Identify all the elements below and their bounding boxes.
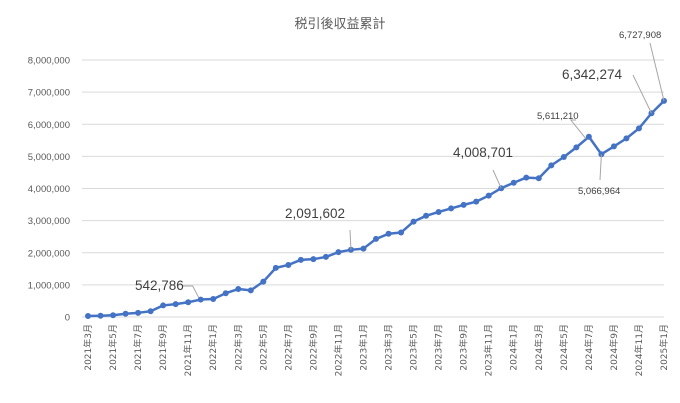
data-point bbox=[197, 296, 204, 303]
leader-line bbox=[182, 285, 200, 298]
x-tick-label: 2025年1月 bbox=[658, 324, 670, 371]
data-point bbox=[172, 301, 179, 308]
data-point bbox=[185, 299, 192, 306]
x-tick-label: 2024年1月 bbox=[508, 324, 520, 371]
y-tick-label: 4,000,000 bbox=[28, 184, 70, 195]
y-tick-label: 1,000,000 bbox=[28, 280, 70, 291]
data-label: 5,611,210 bbox=[537, 111, 579, 122]
data-label: 2,091,602 bbox=[285, 206, 345, 221]
data-point bbox=[272, 264, 279, 271]
data-point bbox=[460, 201, 467, 208]
data-label: 6,342,274 bbox=[562, 67, 623, 82]
data-point bbox=[410, 218, 417, 225]
data-point bbox=[147, 308, 154, 315]
data-label: 4,008,701 bbox=[453, 145, 513, 160]
x-tick-label: 2023年3月 bbox=[383, 324, 395, 371]
y-tick-label: 7,000,000 bbox=[28, 88, 70, 99]
leader-line bbox=[649, 42, 665, 101]
data-point bbox=[560, 154, 567, 161]
x-tick-label: 2022年9月 bbox=[307, 324, 319, 371]
x-tick-label: 2022年5月 bbox=[257, 324, 269, 371]
data-point bbox=[322, 253, 329, 260]
x-tick-label: 2022年1月 bbox=[207, 324, 219, 371]
y-tick-label: 6,000,000 bbox=[28, 120, 70, 131]
y-axis-ticks: 0 1,000,000 2,000,000 3,000,000 4,000,000 5,0… bbox=[28, 56, 70, 324]
data-point bbox=[585, 133, 592, 140]
data-point bbox=[297, 256, 304, 263]
x-tick-label: 2023年9月 bbox=[458, 324, 470, 371]
data-point bbox=[373, 235, 379, 242]
data-point bbox=[535, 175, 542, 182]
data-point bbox=[510, 179, 517, 186]
data-point bbox=[548, 162, 555, 169]
data-point bbox=[135, 309, 142, 316]
data-point bbox=[335, 249, 342, 256]
data-point bbox=[448, 205, 455, 212]
data-point bbox=[623, 135, 630, 142]
data-point bbox=[635, 125, 642, 132]
data-point bbox=[423, 212, 430, 219]
x-tick-label: 2023年1月 bbox=[357, 324, 369, 371]
leader-line bbox=[349, 229, 352, 250]
series bbox=[85, 97, 667, 320]
x-tick-label: 2021年7月 bbox=[132, 324, 144, 371]
data-point bbox=[160, 302, 167, 309]
x-tick-label: 2024年3月 bbox=[533, 324, 545, 371]
x-tick-label: 2023年5月 bbox=[408, 324, 420, 371]
x-tick-label: 2021年9月 bbox=[157, 324, 169, 371]
y-tick-label: 0 bbox=[65, 313, 70, 324]
data-point bbox=[310, 256, 317, 263]
data-point bbox=[260, 278, 267, 285]
data-point bbox=[435, 208, 442, 215]
x-tick-label: 2021年11月 bbox=[182, 324, 194, 376]
x-tick-label: 2024年7月 bbox=[583, 324, 595, 371]
data-point bbox=[235, 286, 242, 293]
x-axis-ticks: 2021年3月 2021年5月 2021年7月 2021年9月 2021年11月 2022… bbox=[82, 324, 670, 376]
data-label: 542,786 bbox=[135, 278, 184, 293]
data-point bbox=[97, 312, 104, 319]
x-tick-label: 2024年9月 bbox=[608, 324, 620, 371]
data-label: 5,066,964 bbox=[578, 186, 620, 197]
x-tick-label: 2022年3月 bbox=[232, 324, 244, 371]
y-tick-label: 3,000,000 bbox=[28, 216, 70, 227]
leader-line bbox=[569, 119, 587, 140]
leader-line bbox=[632, 74, 652, 114]
data-point bbox=[247, 287, 254, 294]
x-tick-label: 2021年5月 bbox=[107, 324, 119, 371]
data-point bbox=[210, 296, 217, 303]
chart-title: 税引後収益累計 bbox=[294, 16, 385, 32]
x-tick-label: 2022年11月 bbox=[332, 324, 344, 376]
leader-line bbox=[599, 154, 602, 181]
x-tick-label: 2024年11月 bbox=[633, 324, 645, 376]
data-point bbox=[385, 230, 392, 237]
data-point bbox=[485, 192, 492, 199]
y-tick-label: 8,000,000 bbox=[28, 56, 70, 67]
data-labels: 542,786 2,091,602 4,008,701 5,611,210 5,066,… bbox=[135, 30, 665, 298]
data-point bbox=[610, 143, 617, 150]
data-point bbox=[398, 229, 405, 236]
data-point bbox=[110, 312, 117, 319]
y-tick-label: 2,000,000 bbox=[28, 248, 70, 259]
leader-line bbox=[492, 169, 502, 189]
y-tick-label: 5,000,000 bbox=[28, 152, 70, 163]
data-label: 6,727,908 bbox=[619, 30, 661, 41]
data-point bbox=[573, 144, 580, 151]
data-point bbox=[285, 261, 292, 268]
x-tick-label: 2022年7月 bbox=[282, 324, 294, 371]
data-point bbox=[523, 174, 530, 181]
data-point bbox=[222, 290, 229, 297]
x-tick-label: 2023年7月 bbox=[433, 324, 445, 371]
data-point bbox=[360, 245, 367, 252]
data-point bbox=[473, 198, 480, 205]
data-point bbox=[122, 310, 129, 317]
gridlines bbox=[82, 59, 664, 318]
data-point bbox=[85, 313, 91, 320]
x-tick-label: 2023年11月 bbox=[483, 324, 495, 376]
x-tick-label: 2024年5月 bbox=[558, 324, 570, 371]
x-tick-label: 2021年3月 bbox=[82, 324, 94, 371]
